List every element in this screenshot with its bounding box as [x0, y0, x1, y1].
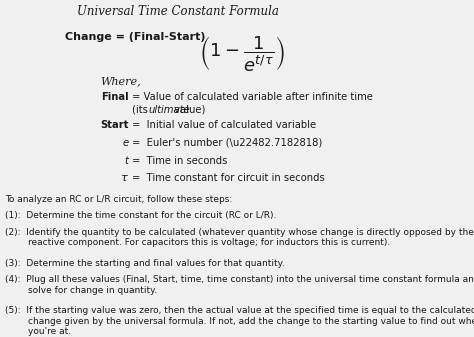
Text: Where,: Where,	[100, 76, 141, 86]
Text: =  Euler's number (\u22482.7182818): = Euler's number (\u22482.7182818)	[132, 138, 322, 148]
Text: (1):  Determine the time constant for the circuit (RC or L/R).: (1): Determine the time constant for the…	[5, 211, 276, 220]
Text: =  Initial value of calculated variable: = Initial value of calculated variable	[132, 120, 316, 130]
Text: e: e	[123, 138, 129, 148]
Text: To analyze an RC or L/R circuit, follow these steps:: To analyze an RC or L/R circuit, follow …	[5, 195, 232, 204]
Text: value): value)	[171, 105, 206, 115]
Text: Universal Time Constant Formula: Universal Time Constant Formula	[77, 5, 279, 18]
Text: (3):  Determine the starting and final values for that quantity.: (3): Determine the starting and final va…	[5, 259, 284, 268]
Text: Start: Start	[100, 120, 129, 130]
Text: (its: (its	[132, 105, 151, 115]
Text: Change = (Final-Start): Change = (Final-Start)	[65, 32, 206, 42]
Text: (2):  Identify the quantity to be calculated (whatever quantity whose change is : (2): Identify the quantity to be calcula…	[5, 228, 474, 247]
Text: =  Time constant for circuit in seconds: = Time constant for circuit in seconds	[132, 174, 325, 183]
Text: ultimate: ultimate	[148, 105, 190, 115]
Text: $\left(1 - \dfrac{1}{e^{t/\tau}}\right)$: $\left(1 - \dfrac{1}{e^{t/\tau}}\right)$	[200, 34, 285, 73]
Text: (5):  If the starting value was zero, then the actual value at the specified tim: (5): If the starting value was zero, the…	[5, 306, 474, 336]
Text: = Value of calculated variable after infinite time: = Value of calculated variable after inf…	[132, 92, 373, 102]
Text: Final: Final	[101, 92, 129, 102]
Text: =  Time in seconds: = Time in seconds	[132, 156, 228, 165]
Text: (4):  Plug all these values (Final, Start, time, time constant) into the univers: (4): Plug all these values (Final, Start…	[5, 275, 474, 295]
Text: t: t	[125, 156, 129, 165]
Text: $\tau$: $\tau$	[120, 174, 129, 183]
